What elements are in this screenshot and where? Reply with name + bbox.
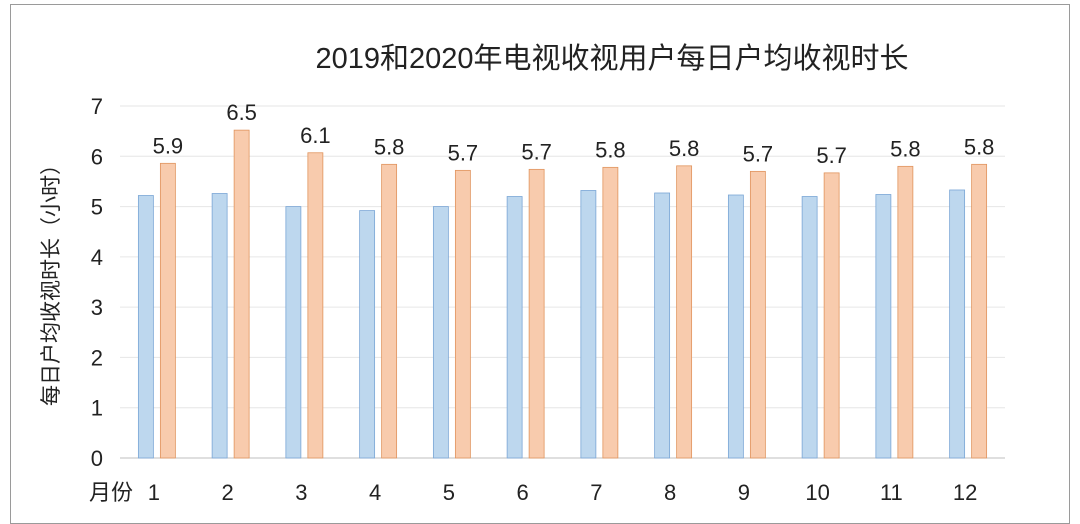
y-tick-label: 5 bbox=[91, 195, 103, 220]
data-label: 5.8 bbox=[964, 134, 995, 159]
gridlines bbox=[120, 105, 1005, 459]
bar-2020 bbox=[823, 172, 840, 459]
y-tick-label: 1 bbox=[91, 396, 103, 421]
bar-2019 bbox=[580, 190, 597, 459]
x-tick-label: 7 bbox=[590, 480, 602, 505]
bar-2019 bbox=[727, 194, 744, 459]
data-label: 5.8 bbox=[890, 136, 921, 161]
data-label: 5.7 bbox=[448, 140, 479, 165]
bar-2019 bbox=[137, 195, 154, 459]
y-tick-label: 4 bbox=[91, 245, 103, 270]
data-label: 5.8 bbox=[669, 136, 700, 161]
y-tick-label: 2 bbox=[91, 345, 103, 370]
bar-2020 bbox=[602, 166, 619, 459]
bar-2019 bbox=[801, 196, 818, 459]
data-label: 5.8 bbox=[595, 137, 626, 162]
x-tick-label: 4 bbox=[369, 480, 381, 505]
bar-2019 bbox=[654, 192, 671, 459]
y-axis-ticks: 0 1 2 3 4 5 6 7 bbox=[91, 94, 103, 471]
y-tick-label: 0 bbox=[91, 446, 103, 471]
x-tick-label: 2 bbox=[222, 480, 234, 505]
data-label: 5.9 bbox=[153, 133, 184, 158]
bar-2019 bbox=[506, 196, 523, 459]
data-label: 5.8 bbox=[374, 134, 405, 159]
bar-2020 bbox=[159, 162, 176, 459]
bar-2020 bbox=[897, 165, 914, 459]
bar-2020 bbox=[676, 165, 693, 459]
bar-2020 bbox=[307, 152, 324, 459]
data-label: 6.5 bbox=[226, 100, 257, 125]
bar-2019 bbox=[432, 206, 449, 459]
x-tick-label: 3 bbox=[295, 480, 307, 505]
x-tick-label: 12 bbox=[953, 480, 977, 505]
x-tick-label: 5 bbox=[443, 480, 455, 505]
bar-2020 bbox=[749, 170, 766, 459]
bar-2019 bbox=[359, 210, 376, 459]
data-labels: 5.9 6.5 6.1 5.8 5.7 5.7 5.8 5.8 5.7 5.7 5.8 5.8 bbox=[153, 100, 995, 168]
bar-2020 bbox=[971, 163, 988, 459]
x-tick-label: 11 bbox=[880, 480, 903, 505]
bar-2019 bbox=[285, 206, 302, 459]
chart-title: 2019和2020年电视收视用户每日户均收视时长 bbox=[315, 42, 908, 75]
bar-2020 bbox=[454, 169, 471, 459]
x-axis-label: 月份 bbox=[89, 480, 133, 505]
data-label: 5.7 bbox=[521, 139, 552, 164]
y-tick-label: 6 bbox=[91, 144, 103, 169]
x-tick-label: 6 bbox=[517, 480, 529, 505]
x-axis-ticks: 1 2 3 4 5 6 7 8 9 10 11 12 bbox=[148, 480, 978, 505]
y-axis-label: 每日户均收视时长（小时） bbox=[40, 154, 63, 406]
x-tick-label: 8 bbox=[664, 480, 676, 505]
x-tick-label: 10 bbox=[805, 480, 829, 505]
bar-2019 bbox=[211, 193, 228, 459]
x-tick-label: 9 bbox=[738, 480, 750, 505]
bar-2020 bbox=[528, 168, 545, 459]
data-label: 5.7 bbox=[816, 143, 847, 168]
bar-2019 bbox=[949, 189, 966, 459]
bar-2020 bbox=[381, 163, 398, 459]
bars bbox=[137, 129, 988, 459]
bar-2019 bbox=[875, 194, 892, 459]
y-tick-label: 3 bbox=[91, 295, 103, 320]
bar-2020 bbox=[233, 129, 250, 459]
data-label: 5.7 bbox=[743, 141, 774, 166]
data-label: 6.1 bbox=[300, 123, 331, 148]
x-tick-label: 1 bbox=[148, 480, 160, 505]
y-tick-label: 7 bbox=[91, 94, 103, 119]
